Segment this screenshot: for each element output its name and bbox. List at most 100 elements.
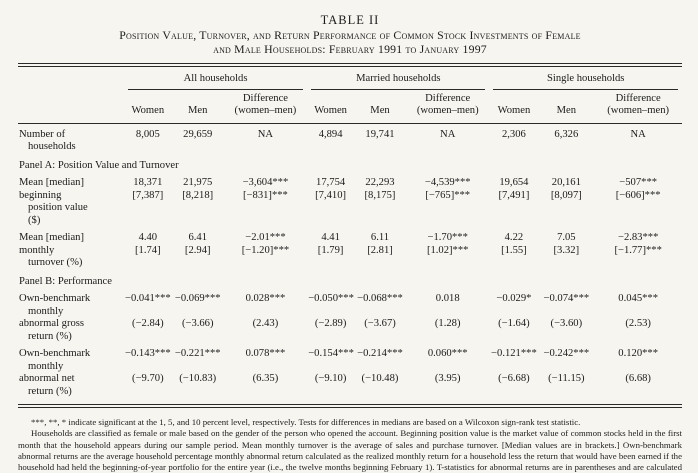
value-cell: −0.154*** (−9.10) bbox=[307, 343, 354, 404]
value-cell: 21,975 [8,218] bbox=[172, 172, 224, 227]
value-cell: 0.078*** (6.35) bbox=[224, 343, 308, 404]
value-cell: −0.050*** (−2.89) bbox=[307, 288, 354, 343]
stat-main: 18,371 bbox=[133, 177, 163, 188]
stat-sub: [−831]*** bbox=[243, 189, 288, 201]
stat-sub: [7,410] bbox=[315, 189, 347, 201]
stat-main: −0.242*** bbox=[543, 348, 590, 359]
stat-sub: [8,218] bbox=[182, 189, 214, 201]
value-cell: 0.028*** (2.43) bbox=[224, 288, 308, 343]
stat-tstat: (1.28) bbox=[434, 318, 461, 329]
stat-main: 0.078*** bbox=[245, 348, 286, 359]
value-cell: −0.074*** (−3.60) bbox=[538, 288, 594, 343]
diff-label: Difference bbox=[425, 92, 471, 104]
stat-main: 0.028*** bbox=[245, 293, 286, 304]
group-label-single: Single households bbox=[493, 73, 678, 90]
value-cell: 0.018 (1.28) bbox=[406, 288, 490, 343]
stat-sub: [1.74] bbox=[135, 244, 161, 256]
stub-cell bbox=[18, 89, 124, 124]
value-cell: 7.05 [3.32] bbox=[538, 227, 594, 270]
footnote-description: Households are classified as female or m… bbox=[18, 428, 682, 473]
stat-tstat: (−10.48) bbox=[361, 373, 399, 384]
stat-main: 4.41 bbox=[321, 232, 340, 243]
row-number-of-households: Number of households 8,005 29,659 NA 4,8… bbox=[18, 123, 682, 154]
stat-main: 4.40 bbox=[138, 232, 158, 243]
stat-sub: [8,175] bbox=[364, 189, 396, 201]
value-cell: 18,371 [7,387] bbox=[124, 172, 172, 227]
label-line: Own-benchmark bbox=[19, 348, 91, 359]
value-cell: −0.029* (−1.64) bbox=[489, 288, 538, 343]
value-cell: −3,604*** [−831]*** bbox=[224, 172, 308, 227]
col-diff-married: Difference (women–men) bbox=[405, 89, 490, 124]
value-cell: −0.041*** (−2.84) bbox=[124, 288, 172, 343]
stat-sub: [2.94] bbox=[184, 244, 211, 256]
stat-sub: [7,387] bbox=[132, 189, 164, 201]
label-line: Mean [median] bbox=[19, 232, 85, 243]
label-line: return (%) bbox=[28, 385, 72, 397]
stat-main: −507*** bbox=[619, 177, 658, 188]
stat-tstat: (−9.70) bbox=[132, 373, 164, 384]
stat-main: −0.050*** bbox=[308, 293, 354, 304]
panel-a-row: Panel A: Position Value and Turnover bbox=[18, 154, 682, 173]
value-cell: 20,161 [8,097] bbox=[538, 172, 594, 227]
stat-main: −2.01*** bbox=[245, 232, 286, 243]
stat-tstat: (−6.68) bbox=[498, 373, 530, 384]
row-label-number-of-households: Number of households bbox=[18, 123, 124, 154]
value-cell: 2,306 bbox=[501, 128, 526, 140]
label-line: beginning bbox=[19, 189, 62, 201]
stat-main: 6.41 bbox=[188, 232, 207, 243]
stat-tstat: (2.53) bbox=[625, 318, 651, 329]
col-men-single: Men bbox=[538, 89, 595, 124]
value-cell: 4.41 [1.79] bbox=[307, 227, 354, 270]
stat-sub: [1.79] bbox=[317, 244, 344, 256]
stat-main: 0.018 bbox=[435, 293, 460, 304]
stat-main: −3,604*** bbox=[242, 177, 289, 188]
stat-sub: [7,491] bbox=[498, 189, 530, 201]
row-net-return: Own-benchmark monthly abnormal net retur… bbox=[18, 343, 682, 404]
value-cell: −507*** [−606]*** bbox=[594, 172, 682, 227]
label-line: ($) bbox=[28, 214, 41, 226]
stat-main: −4,539*** bbox=[424, 177, 471, 188]
stat-tstat: (−11.15) bbox=[548, 373, 585, 384]
stat-main: −0.121*** bbox=[491, 348, 537, 359]
value-cell: 0.060*** (3.95) bbox=[406, 343, 490, 404]
stat-tstat: (6.68) bbox=[625, 373, 651, 384]
value-cell: −0.242*** (−11.15) bbox=[538, 343, 594, 404]
stat-main: 4.22 bbox=[504, 232, 524, 243]
stat-sub: [8,097] bbox=[550, 189, 582, 201]
stat-tstat: (−2.89) bbox=[314, 318, 347, 329]
label-line: households bbox=[28, 141, 76, 152]
value-cell: 6,326 bbox=[554, 128, 579, 140]
table-number-title: TABLE II bbox=[320, 13, 380, 27]
value-cell: 4.40 [1.74] bbox=[124, 227, 172, 270]
label-line: Number of bbox=[19, 128, 66, 140]
stat-tstat: (−3.60) bbox=[550, 318, 583, 329]
row-label-net-return: Own-benchmark monthly abnormal net retur… bbox=[18, 343, 124, 404]
value-cell: 4,894 bbox=[318, 128, 343, 140]
stat-sub: [2.81] bbox=[367, 244, 393, 256]
stat-main: 0.060*** bbox=[427, 348, 468, 359]
label-line: return (%) bbox=[28, 330, 72, 342]
diff-sublabel: (women–men) bbox=[234, 105, 297, 116]
stat-main: −0.029* bbox=[496, 293, 532, 304]
stub-cell bbox=[18, 67, 124, 90]
label-line: monthly bbox=[19, 244, 55, 256]
stat-tstat: (−10.83) bbox=[179, 373, 217, 384]
table-caption-line2: and Male Households: February 1991 to Ja… bbox=[213, 42, 487, 56]
group-header-row: All households Married households Single… bbox=[18, 67, 682, 90]
stat-main: −0.214*** bbox=[357, 348, 403, 359]
results-table: All households Married households Single… bbox=[18, 67, 682, 404]
value-cell: 19,741 bbox=[365, 128, 395, 140]
stat-main: −1.70*** bbox=[427, 232, 468, 243]
value-cell: −0.121*** (−6.68) bbox=[489, 343, 538, 404]
stat-tstat: (3.95) bbox=[434, 373, 461, 384]
footnote-significance: ***, **, * indicate significant at the 1… bbox=[31, 417, 581, 427]
col-women-all: Women bbox=[123, 89, 172, 124]
stat-main: 0.045*** bbox=[618, 293, 659, 304]
stat-main: 21,975 bbox=[183, 177, 213, 188]
panel-a-heading: Panel A: Position Value and Turnover bbox=[19, 159, 179, 171]
diff-sublabel: (women–men) bbox=[607, 105, 670, 116]
value-cell: −0.069*** (−3.66) bbox=[172, 288, 224, 343]
col-diff-all: Difference (women–men) bbox=[223, 89, 308, 124]
label-line: Own-benchmark bbox=[19, 293, 91, 304]
diff-sublabel: (women–men) bbox=[416, 105, 479, 116]
